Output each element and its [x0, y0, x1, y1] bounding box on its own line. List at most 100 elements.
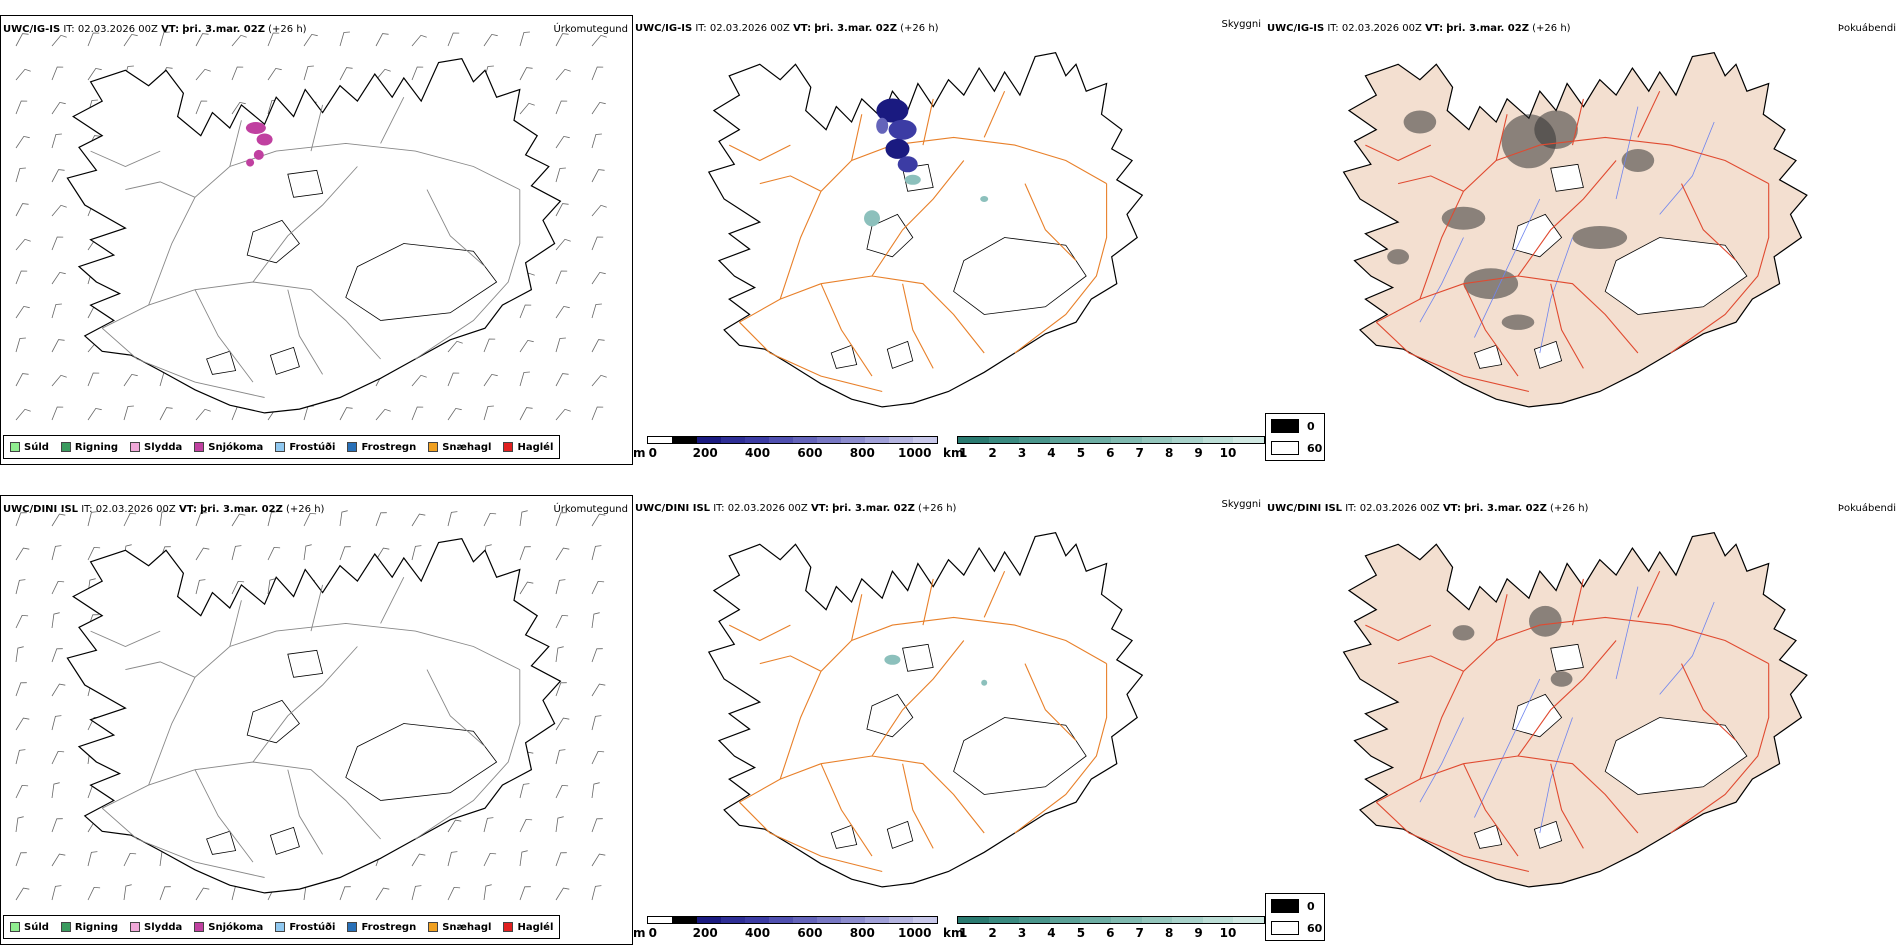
- fog-patch: [1387, 249, 1409, 265]
- wind-barb: [591, 169, 605, 183]
- colorbar-tick: 4: [1047, 926, 1056, 940]
- colorbar-tick: 0: [648, 446, 657, 460]
- wind-barb: [267, 546, 281, 561]
- wind-barb: [159, 510, 168, 527]
- wind-barb: [195, 547, 210, 561]
- colorbar-cells: [957, 436, 1265, 444]
- elevation-cell: [888, 119, 917, 140]
- wind-barb: [339, 510, 348, 527]
- wind-barb: [411, 513, 426, 527]
- road: [851, 594, 863, 641]
- snow-cell: [246, 158, 255, 167]
- colorbar-cell: [1080, 437, 1111, 443]
- glacier-outline: [287, 649, 324, 678]
- glacier-outline: [830, 344, 858, 369]
- road: [1550, 763, 1584, 849]
- fog-legend-row: 60: [1271, 921, 1322, 935]
- colorbar-cell: [958, 917, 989, 923]
- colorbar-cell: [865, 437, 889, 443]
- road: [1024, 183, 1077, 261]
- legend-swatch: [60, 922, 71, 932]
- colorbar-cell: [1202, 917, 1234, 923]
- wind-barb: [555, 167, 566, 183]
- panel-title: UWC/DINI ISL IT: 02.03.2026 00Z VT: þri.…: [3, 504, 325, 515]
- wind-barb: [411, 545, 422, 561]
- wind-barb: [267, 32, 280, 47]
- visibility-colorbar: km 1 2 3 4 5 6 7 8 9 10: [943, 916, 1265, 945]
- road: [1517, 160, 1617, 277]
- glacier-outline: [830, 824, 858, 849]
- legend-item: Slydda: [130, 442, 182, 453]
- visibility-colorbar: km 1 2 3 4 5 6 7 8 9 10: [943, 436, 1265, 465]
- road: [148, 622, 521, 786]
- wind-barb: [483, 852, 497, 867]
- glacier-outline: [953, 717, 1087, 795]
- legend-swatch: [347, 922, 358, 932]
- road: [1014, 183, 1108, 354]
- legend-item: Snæhagl: [428, 922, 491, 933]
- colorbar-tick: 3: [1017, 446, 1027, 460]
- glaciers: [830, 643, 1087, 849]
- wind-barb: [591, 374, 607, 387]
- wind-barb: [591, 133, 602, 149]
- wind-barb: [483, 33, 498, 47]
- colorbar-cell: [1233, 437, 1264, 443]
- roads: [90, 576, 521, 878]
- colorbar-cell: [988, 917, 1020, 923]
- wind-barb: [375, 33, 389, 47]
- legend-label: Frostúði: [289, 921, 336, 933]
- wind-barb: [231, 66, 244, 81]
- colorbar-cell: [1049, 917, 1081, 923]
- fog-legend-row: 0: [1271, 899, 1315, 913]
- wind-barb: [555, 682, 567, 697]
- legend-item: Rigning: [60, 441, 119, 453]
- wind-barb: [339, 407, 353, 421]
- roads: [728, 570, 1108, 873]
- road: [983, 90, 1006, 138]
- wind-barb: [195, 33, 209, 47]
- fog-legend-label: 60: [1307, 441, 1323, 455]
- wind-barb: [51, 303, 62, 319]
- glacier-outline: [345, 243, 498, 321]
- wind-barb: [447, 340, 463, 353]
- rivers: [1419, 586, 1715, 834]
- fog-patch: [1550, 671, 1573, 687]
- wind-barb: [51, 612, 60, 629]
- rivers: [1419, 106, 1715, 354]
- glacier-outline: [287, 169, 324, 198]
- roads: [1365, 570, 1770, 873]
- colorbar-unit: m: [633, 446, 646, 460]
- legend-item: Frostúði: [275, 922, 335, 933]
- road: [1463, 763, 1519, 857]
- glacier-outline: [269, 346, 300, 375]
- precip-type-panel-bottom: UWC/DINI ISL IT: 02.03.2026 00Z VT: þri.…: [0, 495, 633, 945]
- wind-barb: [519, 783, 530, 799]
- wind-barb: [195, 408, 211, 421]
- wind-barb: [519, 371, 530, 387]
- panel-title: UWC/DINI ISL IT: 02.03.2026 00Z VT: þri.…: [635, 503, 957, 514]
- wind-barb: [519, 886, 531, 901]
- river: [1659, 601, 1715, 695]
- wind-barb: [51, 66, 64, 81]
- glacier-outline: [1533, 340, 1563, 369]
- colorbar-unit: m: [633, 926, 646, 940]
- wind-barb: [51, 648, 63, 663]
- road: [1419, 616, 1769, 780]
- colorbar-cell: [1110, 917, 1142, 923]
- wind-barb: [159, 407, 173, 421]
- wind-barb: [123, 405, 134, 421]
- wind-barb: [123, 512, 137, 527]
- colorbar-tick: 0: [648, 926, 657, 940]
- road: [1365, 624, 1432, 642]
- colorbar-tick: 400: [745, 446, 771, 460]
- legend-item: Snæhagl: [428, 442, 491, 453]
- colorbar-tick: 10: [1219, 446, 1237, 460]
- wind-barb: [483, 884, 492, 901]
- fog-patch: [1452, 625, 1475, 641]
- glacier-outline: [1604, 237, 1748, 315]
- wind-barb: [231, 545, 242, 561]
- road: [1463, 283, 1519, 377]
- legend-label: Rigning: [74, 441, 119, 453]
- wind-barb: [339, 67, 353, 81]
- colorbar-cell: [1049, 437, 1081, 443]
